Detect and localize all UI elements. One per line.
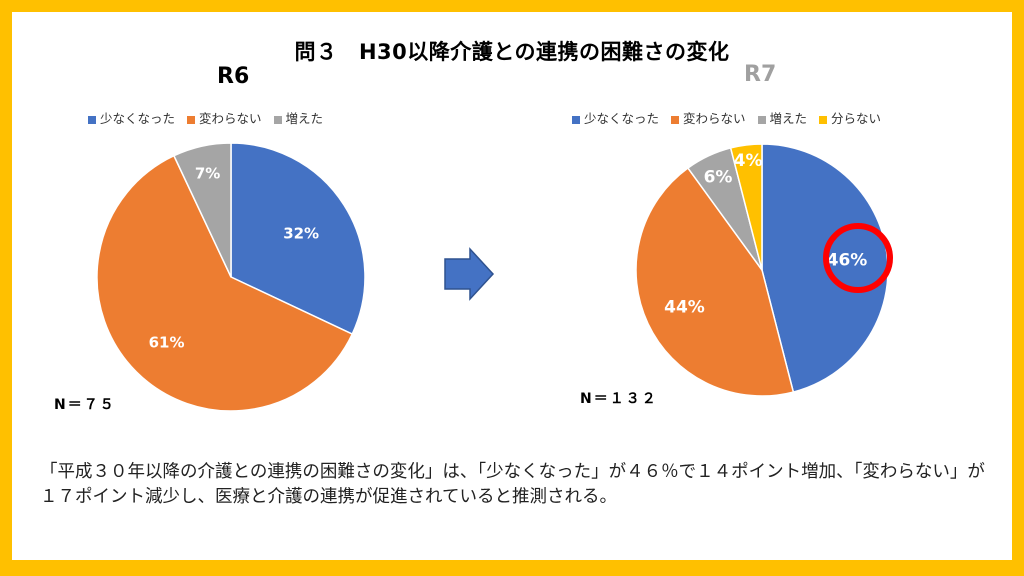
legend-label: 少なくなった	[100, 111, 176, 126]
r6-chart-title: R6	[217, 64, 250, 89]
summary-text: 「平成３０年以降の介護との連携の困難さの変化」は、「少なくなった」が４６％で１４…	[40, 462, 985, 507]
r7-sample-size: N＝１３２	[580, 391, 658, 407]
pie-slice	[729, 143, 763, 271]
legend-label: 分らない	[831, 111, 882, 126]
data-label: 61%	[149, 333, 185, 351]
r7-pie: 46% 44% 6%4%	[635, 143, 889, 397]
legend-swatch	[572, 115, 580, 124]
legend-swatch	[819, 115, 828, 124]
pie-slice	[635, 167, 795, 397]
r6-legend: 少なくなった 変わらない 増えた	[88, 108, 323, 127]
highlight-circle	[823, 223, 893, 293]
legend-item: 分らない	[819, 108, 881, 127]
data-label: 32%	[283, 224, 319, 242]
pie-charts: 32% 61% 7% 46% 44% 6%4%	[96, 142, 893, 412]
r6-sample-size: N＝７５	[54, 397, 116, 413]
data-label: 6%	[704, 168, 733, 188]
slide-title: 問３ H30以降介護との連携の困難さの変化	[294, 40, 730, 64]
legend-label: 増えた	[769, 111, 808, 126]
legend-item: 変わらない	[671, 108, 746, 127]
legend-label: 変わらない	[199, 111, 262, 126]
data-label: 7%	[195, 164, 220, 182]
legend-swatch	[273, 115, 282, 124]
legend-label: 変わらない	[683, 111, 746, 126]
legend-swatch	[187, 115, 196, 124]
pie-slice	[172, 142, 232, 278]
legend-swatch	[671, 115, 680, 124]
pie-slice	[230, 142, 366, 336]
legend-item: 増えた	[273, 108, 324, 127]
legend-item: 変わらない	[187, 108, 262, 127]
legend-label: 増えた	[285, 111, 324, 126]
data-label: 46%	[827, 250, 868, 270]
r6-pie: 32% 61% 7%	[96, 142, 366, 412]
arrow-right-icon	[444, 247, 495, 301]
r7-chart-title: R7	[744, 62, 777, 87]
slide: 問３ H30以降介護との連携の困難さの変化 R6 R7 少なくなった 変わらない…	[12, 12, 1012, 560]
legend-swatch	[757, 115, 766, 124]
legend-item: 少なくなった	[572, 108, 659, 127]
legend-item: 少なくなった	[88, 108, 175, 127]
legend-swatch	[88, 115, 96, 124]
r7-legend: 少なくなった 変わらない 増えた 分らない	[572, 108, 881, 127]
data-label: 44%	[664, 297, 705, 317]
legend-label: 少なくなった	[584, 111, 660, 126]
pie-slice	[96, 154, 354, 412]
data-label: 4%	[734, 151, 763, 171]
legend-item: 増えた	[757, 108, 808, 127]
